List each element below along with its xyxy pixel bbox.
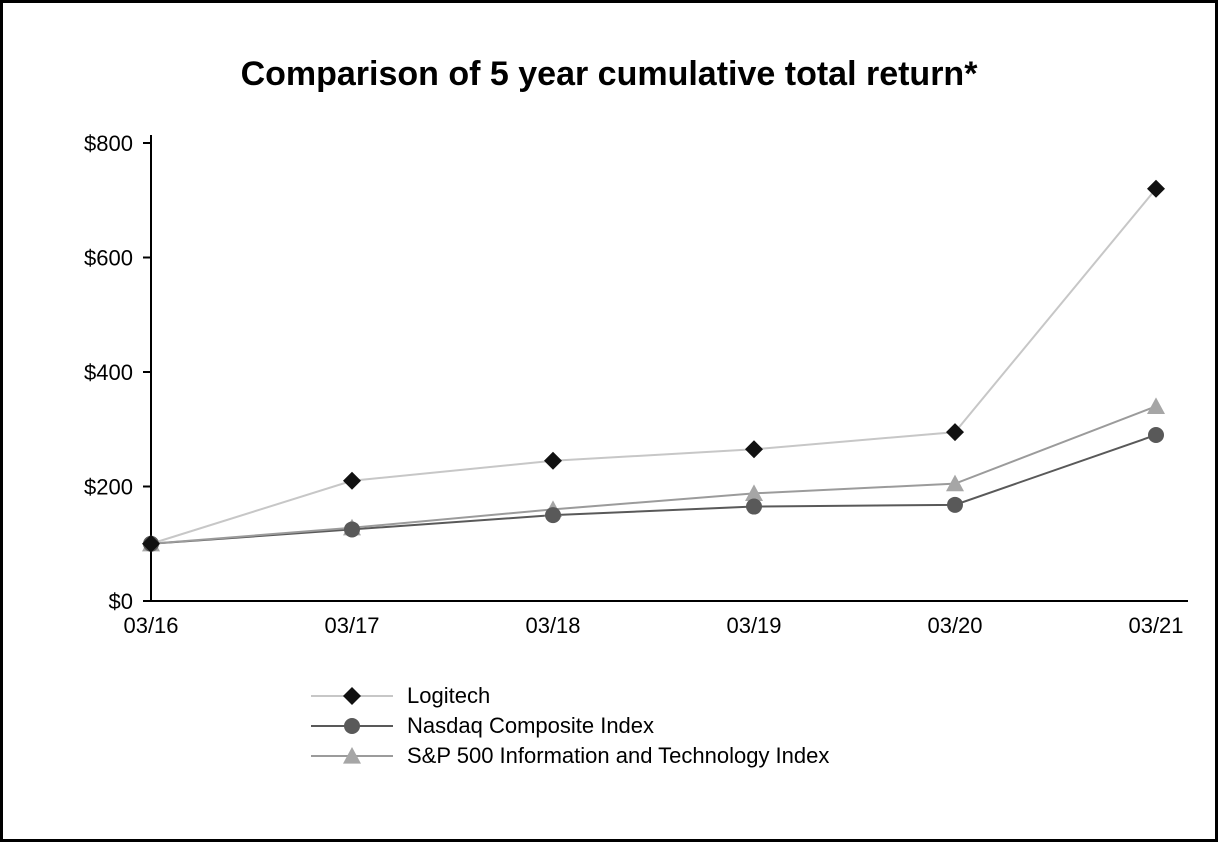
data-point-marker: [946, 423, 964, 442]
legend-item: S&P 500 Information and Technology Index: [311, 741, 829, 771]
data-point-marker: [947, 496, 963, 513]
chart-legend: Logitech Nasdaq Composite Index S&P 500 In…: [311, 681, 829, 771]
x-tick-label: 03/19: [726, 613, 781, 638]
legend-circle-icon: [311, 718, 393, 734]
y-axis-ticks: $0 $200 $400 $600 $800: [84, 131, 151, 614]
legend-diamond-icon: [311, 687, 393, 705]
data-point-marker: [344, 521, 360, 538]
x-tick-label: 03/18: [525, 613, 580, 638]
legend-item: Logitech: [311, 681, 829, 711]
y-tick-label: $600: [84, 246, 133, 271]
y-tick-label: $200: [84, 475, 133, 500]
data-point-marker: [946, 474, 964, 492]
x-tick-label: 03/21: [1128, 613, 1183, 638]
data-point-marker: [746, 498, 762, 515]
y-tick-label: $800: [84, 131, 133, 156]
legend-label: S&P 500 Information and Technology Index: [407, 743, 830, 768]
series-line-circle: [150, 434, 1157, 545]
x-tick-label: 03/16: [123, 613, 178, 638]
data-point-marker: [1147, 179, 1165, 198]
legend-label: Nasdaq Composite Index: [407, 713, 655, 738]
data-point-marker: [1148, 426, 1164, 443]
series-markers-diamond: [142, 179, 1165, 553]
data-point-marker: [142, 534, 160, 553]
series-markers-triangle: [142, 397, 1165, 552]
data-point-marker: [745, 440, 763, 459]
data-point-marker: [544, 451, 562, 470]
series-line-triangle: [150, 405, 1157, 545]
legend-item: Nasdaq Composite Index: [311, 711, 829, 741]
data-point-marker: [1147, 397, 1165, 414]
data-point-marker: [343, 471, 361, 490]
legend-label: Logitech: [407, 683, 491, 708]
data-point-marker: [745, 484, 763, 502]
legend-marker-sample: [343, 747, 361, 764]
y-tick-label: $400: [84, 360, 133, 385]
y-tick-label: $0: [109, 589, 133, 614]
data-point-marker: [545, 507, 561, 524]
x-tick-label: 03/20: [927, 613, 982, 638]
legend-triangle-icon: [311, 747, 393, 764]
legend-marker-sample: [344, 718, 360, 734]
x-tick-label: 03/17: [324, 613, 379, 638]
legend-marker-sample: [343, 687, 361, 705]
x-axis-labels: 03/16 03/17 03/18 03/19 03/20 03/21: [123, 613, 1183, 638]
series-line-diamond: [150, 188, 1157, 545]
chart-title: Comparison of 5 year cumulative total re…: [240, 55, 978, 93]
axes: [150, 135, 1188, 602]
